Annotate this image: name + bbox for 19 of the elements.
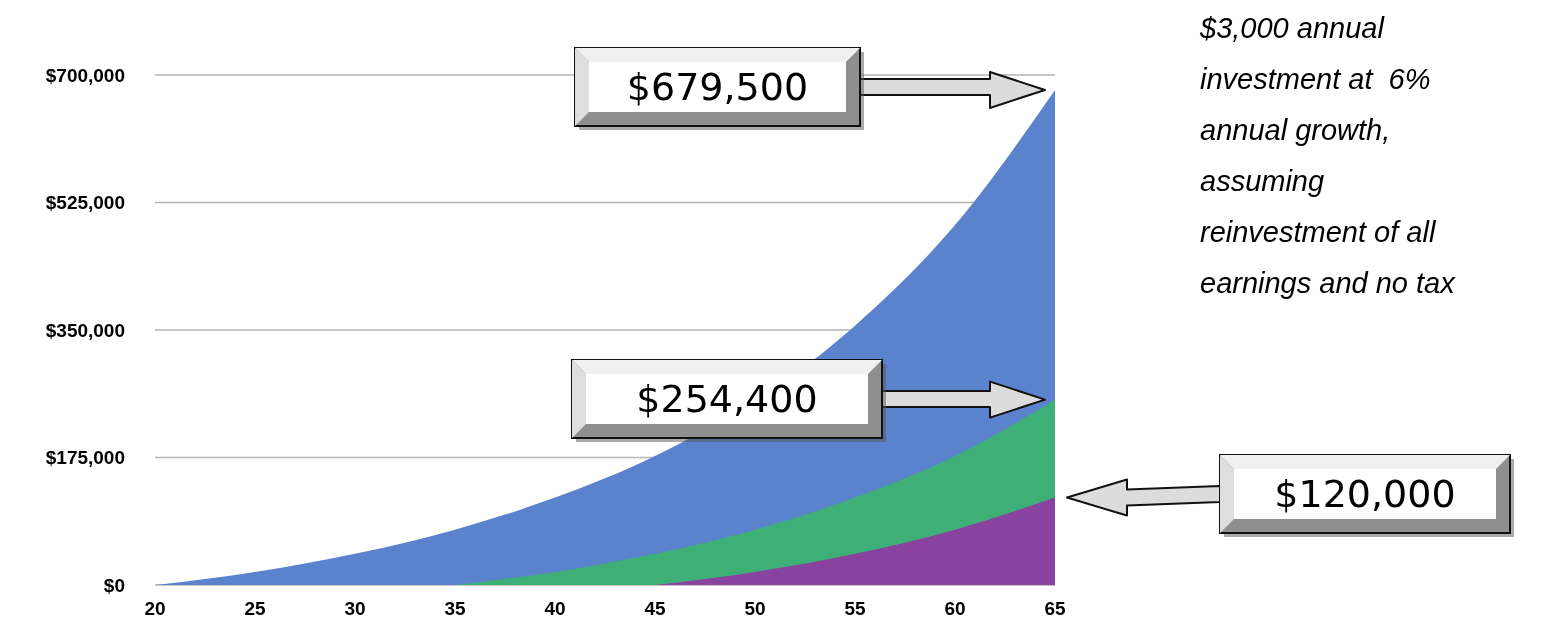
x-tick-label: 55 — [844, 598, 866, 619]
y-tick-label: $175,000 — [45, 447, 125, 469]
x-tick-label: 65 — [1044, 598, 1066, 619]
y-tick-label: $0 — [103, 574, 125, 596]
x-tick-label: 60 — [944, 598, 966, 619]
x-tick-label: 45 — [644, 598, 666, 619]
x-tick-label: 25 — [244, 598, 266, 619]
annotation: $679,500 — [626, 65, 809, 110]
x-tick-label: 20 — [144, 598, 166, 619]
annotation: $254,400 — [636, 377, 818, 422]
x-tick-label: 35 — [444, 598, 466, 619]
x-tick-label: 50 — [744, 598, 766, 619]
x-tick-label: 40 — [544, 598, 566, 619]
x-tick-label: 30 — [344, 598, 366, 619]
y-tick-label: $700,000 — [45, 64, 125, 86]
text: $120,000 — [1274, 472, 1456, 517]
y-tick-label: $525,000 — [45, 192, 125, 214]
text: $3,000 annual investment at 6% annual growth, assuming reinvestment of all earnings and no tax — [1199, 12, 1457, 299]
y-tick-label: $350,000 — [45, 319, 125, 341]
